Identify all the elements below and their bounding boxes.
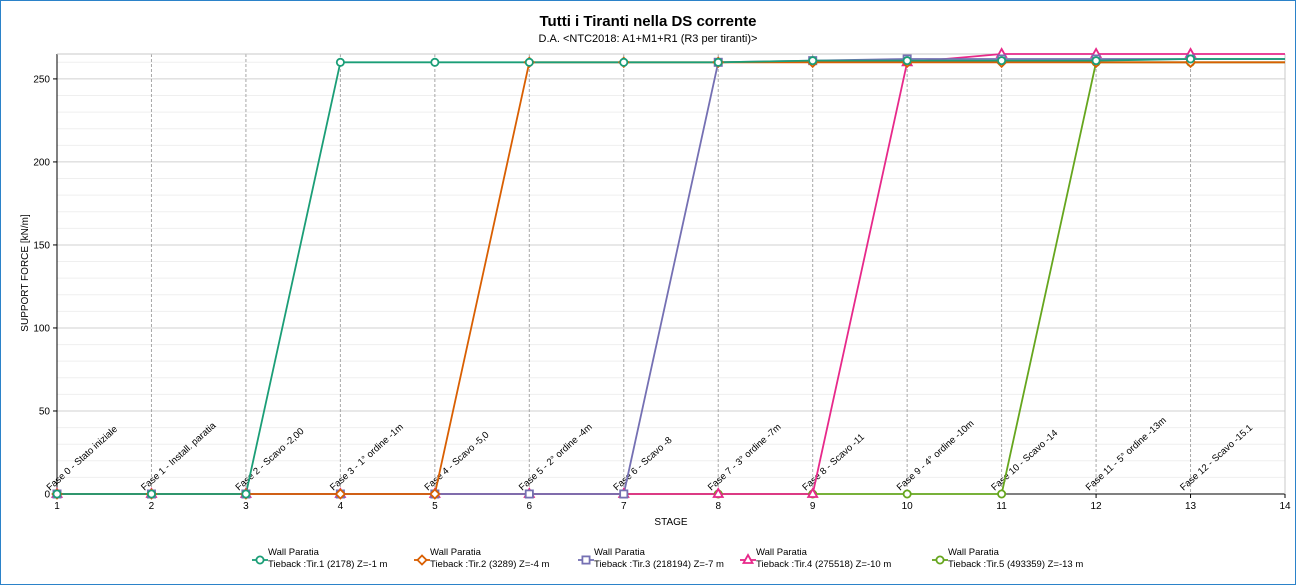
x-tick-label: 10 [902, 501, 914, 512]
x-tick-label: 8 [715, 501, 721, 512]
data-point [712, 487, 725, 498]
y-tick-label: 50 [39, 406, 51, 417]
stage-label: Fase 4 - Scavo -5,0 [422, 430, 491, 494]
y-tick-label: 100 [33, 323, 50, 334]
data-point [241, 489, 251, 499]
x-tick-label: 5 [432, 501, 438, 512]
stage-label: Fase 13 - Scavo -15.1 [1273, 423, 1295, 494]
data-point [619, 57, 629, 67]
x-tick-label: 13 [1185, 501, 1197, 512]
legend-label-line2: Tieback :Tir.4 (275518) Z=-10 m [756, 559, 891, 570]
y-tick-label: 0 [44, 490, 50, 501]
legend-label-line2: Tieback :Tir.2 (3289) Z=-4 m [430, 559, 549, 570]
x-tick-label: 11 [996, 501, 1007, 512]
data-point [806, 487, 819, 498]
series-line [57, 58, 1285, 495]
x-tick-label: 6 [527, 501, 533, 512]
data-point [52, 489, 62, 499]
data-point [334, 488, 347, 500]
legend-marker [935, 555, 945, 565]
stage-label: Fase 12 - Scavo -15.1 [1178, 423, 1255, 494]
legend-label-line1: Wall Paratia [268, 547, 320, 558]
chart-subtitle: D.A. <NTC2018: A1+M1+R1 (R3 per tiranti)… [539, 33, 758, 45]
legend-label-line1: Wall Paratia [594, 547, 646, 558]
x-tick-label: 2 [149, 501, 155, 512]
data-point [713, 57, 723, 67]
series-line [57, 58, 1285, 495]
data-point [524, 57, 534, 67]
stage-label: Fase 6 - Scavo -8 [611, 435, 674, 493]
x-tick-label: 9 [810, 501, 816, 512]
data-point [808, 56, 818, 66]
x-tick-label: 14 [1279, 501, 1291, 512]
data-point [524, 489, 534, 499]
data-point [997, 489, 1007, 499]
stage-label: Fase 0 - Stato iniziale [45, 424, 120, 493]
x-tick-label: 12 [1091, 501, 1103, 512]
y-tick-label: 250 [33, 74, 50, 85]
legend-label-line1: Wall Paratia [948, 547, 1000, 558]
data-point [902, 56, 912, 66]
legend-marker [255, 555, 265, 565]
x-tick-label: 3 [243, 501, 249, 512]
data-point [429, 488, 441, 500]
legend-marker [741, 553, 755, 564]
x-tick-label: 4 [338, 501, 344, 512]
legend-label-line2: Tieback :Tir.3 (218194) Z=-7 m [594, 559, 724, 570]
stage-label: Fase 5 - 2° ordine -4m [517, 422, 595, 494]
legend-label-line1: Wall Paratia [756, 547, 808, 558]
x-tick-label: 1 [54, 501, 60, 512]
y-axis-label: SUPPORT FORCE [kN/m] [20, 214, 31, 332]
stage-label: Fase 7 - 3° ordine -7m [706, 422, 784, 494]
stage-label: Fase 8 - Scavo -11 [800, 432, 866, 493]
data-point [1186, 54, 1196, 64]
legend-marker [581, 555, 591, 565]
data-point [619, 489, 629, 499]
legend-label-line1: Wall Paratia [430, 547, 482, 558]
x-tick-label: 7 [621, 501, 627, 512]
x-axis-label: STAGE [654, 517, 687, 528]
stage-label: Fase 3 - 1° ordine -1m [328, 422, 406, 494]
data-point [902, 489, 912, 499]
data-point [146, 489, 156, 499]
legend-label-line2: Tieback :Tir.1 (2178) Z=-1 m [268, 559, 387, 570]
y-tick-label: 200 [33, 157, 50, 168]
chart-title: Tutti i Tiranti nella DS corrente [540, 13, 757, 30]
data-point [997, 56, 1007, 66]
legend-label-line2: Tieback :Tir.5 (493359) Z=-13 m [948, 559, 1083, 570]
stage-label: Fase 2 - Scavo -2,00 [234, 426, 307, 493]
data-point [335, 57, 345, 67]
legend-marker [416, 554, 428, 566]
data-point [430, 57, 440, 67]
data-point [1091, 56, 1101, 66]
y-tick-label: 150 [33, 240, 50, 251]
